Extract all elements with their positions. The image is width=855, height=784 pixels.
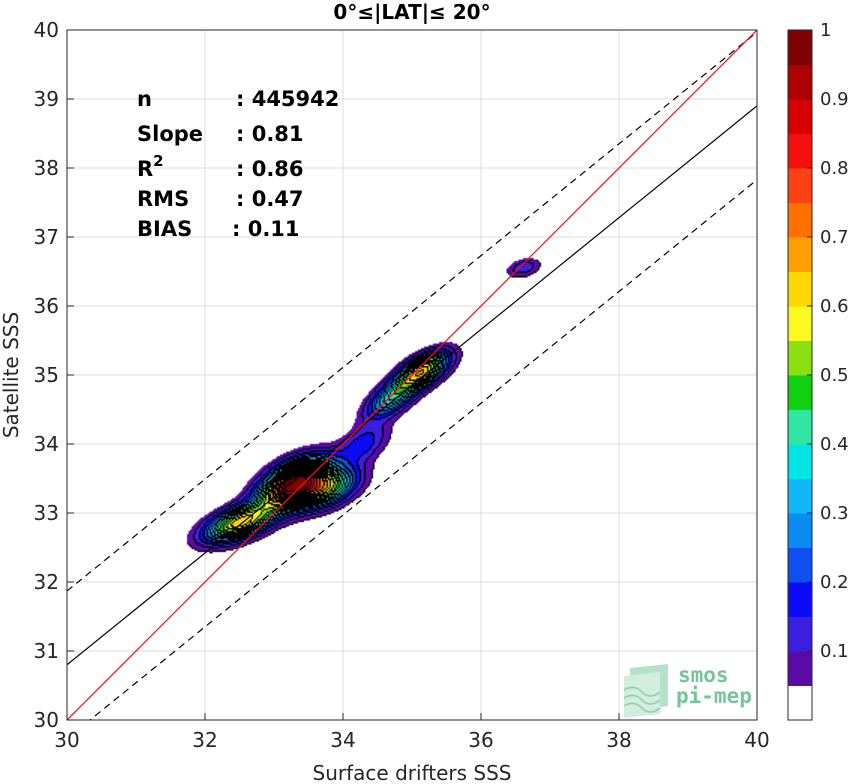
chart-title: 0°≤|LAT|≤ 20° (333, 0, 490, 24)
stat-value: : 0.81 (236, 122, 304, 146)
colorbar-swatch (788, 202, 812, 238)
colorbar-tick-label: 0.1 (820, 641, 849, 662)
stat-key: n (137, 87, 152, 111)
logo: smos pi-mep (623, 663, 752, 718)
colorbar-tick-label: 0.5 (820, 365, 849, 386)
colorbar-tick-label: 0.2 (820, 572, 849, 593)
colorbar-swatch (788, 685, 812, 721)
colorbar-swatch (788, 271, 812, 307)
colorbar-tick-label: 0.7 (820, 227, 849, 248)
colorbar-tick-label: 0.4 (820, 434, 849, 455)
stat-value: : 0.86 (236, 157, 304, 181)
reference-lines (67, 30, 757, 720)
colorbar-swatch (788, 64, 812, 100)
y-tick-label: 31 (34, 639, 59, 663)
logo-line2: pi-mep (676, 684, 752, 708)
x-tick-label: 40 (744, 728, 769, 752)
colorbar-swatch (788, 375, 812, 410)
colorbar-swatch (788, 478, 812, 514)
y-tick-label: 38 (34, 156, 59, 180)
colorbar-swatch (788, 30, 812, 65)
colorbar-swatch (788, 99, 812, 134)
x-tick-label: 36 (468, 728, 493, 752)
y-tick-label: 30 (34, 708, 59, 732)
colorbar-swatch (788, 547, 812, 583)
stat-key-text: R (137, 157, 153, 181)
colorbar-tick-label: 1 (820, 20, 831, 41)
colorbar-tick-label: 0.9 (820, 89, 849, 110)
x-tick-label: 38 (606, 728, 631, 752)
upper-bound-line (67, 31, 757, 592)
y-tick-label: 36 (34, 294, 59, 318)
colorbar-tick-label: 0.8 (820, 158, 849, 179)
x-tick-label: 34 (330, 728, 355, 752)
y-tick-label: 34 (34, 432, 59, 456)
colorbar-swatch (788, 616, 812, 652)
stat-key: R2 (137, 152, 164, 181)
colorbar-tick-label: 0.3 (820, 503, 849, 524)
identity-line (67, 30, 757, 720)
stat-value: : 0.47 (236, 187, 304, 211)
x-tick-label: 32 (192, 728, 217, 752)
logo-icon (623, 664, 668, 718)
y-tick-label: 37 (34, 225, 59, 249)
colorbar-swatch (788, 513, 812, 548)
colorbar: 0.1 0.2 0.3 0.4 0.5 0.6 0.7 0.8 0.9 1 (787, 20, 849, 721)
regression-line (67, 105, 757, 666)
y-axis-label: Satellite SSS (0, 312, 23, 438)
stat-key-superscript: 2 (153, 152, 163, 170)
colorbar-swatch (788, 306, 812, 341)
lower-bound-line (89, 179, 757, 720)
stats-box: n : 445942 Slope : 0.81 R2 : 0.86 RMS : 0.47 BIA… (137, 87, 339, 241)
logo-line1: smos (678, 663, 729, 687)
y-tick-label: 35 (34, 363, 59, 387)
x-axis-label: Surface drifters SSS (313, 761, 512, 784)
y-tick-label: 39 (34, 87, 59, 111)
stat-value: : 445942 (236, 87, 339, 111)
colorbar-swatch (788, 444, 812, 479)
colorbar-swatch (788, 340, 812, 376)
stat-key: Slope (137, 122, 203, 146)
stat-value: : 0.11 (232, 217, 300, 241)
y-tick-label: 33 (34, 501, 59, 525)
colorbar-swatch (788, 651, 812, 686)
colorbar-swatch (788, 409, 812, 445)
x-tick-label: 30 (54, 728, 79, 752)
colorbar-swatch (788, 582, 812, 617)
y-tick-label: 40 (34, 18, 59, 42)
axis-ticks: 30 32 34 36 38 40 30 31 32 33 34 35 36 37 38 39 40 (34, 18, 770, 752)
y-tick-label: 32 (34, 570, 59, 594)
colorbar-tick-label: 0.6 (820, 296, 849, 317)
colorbar-swatch (788, 168, 812, 203)
stat-key: RMS (137, 187, 189, 211)
stat-key: BIAS (137, 217, 192, 241)
colorbar-swatch (788, 237, 812, 272)
colorbar-swatch (788, 133, 812, 169)
